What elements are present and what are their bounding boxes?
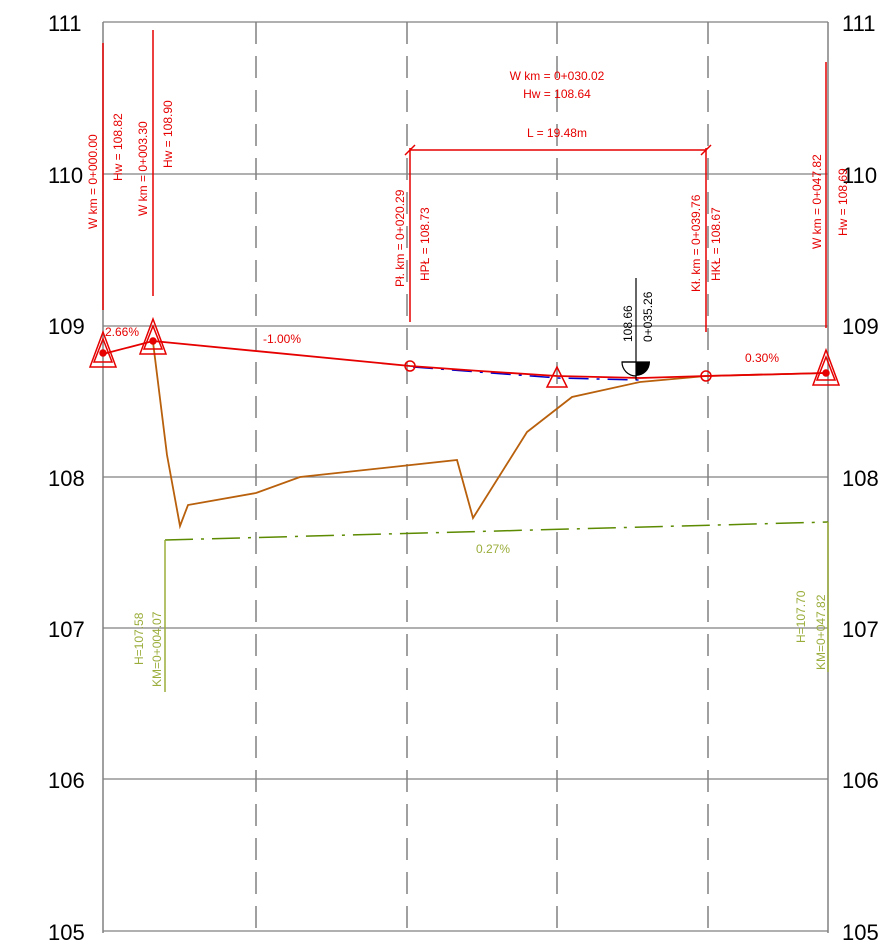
y-tick-105-left: 105 bbox=[48, 920, 85, 945]
low-point-h: 108.66 bbox=[621, 305, 635, 342]
curve-end-point bbox=[700, 370, 712, 382]
vertex-triangle-1 bbox=[88, 329, 118, 368]
y-tick-109-right: 109 bbox=[842, 314, 879, 339]
curve-labels: W km = 0+030.02 Hw = 108.64 L = 19.48m bbox=[510, 69, 605, 140]
y-tick-110-left: 110 bbox=[48, 163, 83, 188]
vertex-2-km: W km = 0+003.30 bbox=[136, 121, 150, 216]
curve-start-point bbox=[404, 360, 416, 372]
ditch-grade: 0.27% bbox=[476, 542, 510, 556]
curve-end-h: HKŁ = 108.67 bbox=[709, 207, 723, 281]
y-tick-107-left: 107 bbox=[48, 617, 85, 642]
curve-vertex-h: Hw = 108.64 bbox=[523, 87, 591, 101]
y-tick-110-right: 110 bbox=[842, 163, 877, 188]
terrain-line bbox=[152, 341, 827, 530]
grade-1: 2.66% bbox=[105, 325, 139, 339]
vertex-3-km: W km = 0+047.82 bbox=[810, 154, 824, 249]
y-tick-105-right: 105 bbox=[842, 920, 879, 945]
vertex-triangle-2 bbox=[138, 316, 168, 355]
vertical-curve-tangent bbox=[412, 366, 641, 381]
design-grade-line bbox=[102, 340, 827, 379]
ditch-end-h: H=107.70 bbox=[794, 590, 808, 643]
curve-end-km: Kł. km = 0+039.76 bbox=[689, 194, 703, 292]
grade-2: -1.00% bbox=[263, 332, 301, 346]
y-axis-right: 111 110 109 108 107 106 105 bbox=[842, 11, 879, 945]
vertex-1-h: Hw = 108.82 bbox=[111, 113, 125, 181]
grade-3: 0.30% bbox=[745, 351, 779, 365]
y-tick-109-left: 109 bbox=[48, 314, 85, 339]
curve-start-km: Pł. km = 0+020.29 bbox=[393, 189, 407, 287]
ditch-line bbox=[164, 521, 829, 541]
y-tick-108-right: 108 bbox=[842, 466, 879, 491]
low-point-km: 0+035.26 bbox=[641, 291, 655, 342]
vertex-triangle-4 bbox=[811, 347, 841, 386]
y-tick-111-left: 111 bbox=[48, 11, 81, 36]
ditch-start-h: H=107.58 bbox=[132, 612, 146, 665]
vertex-3-h: Hw = 108.69 bbox=[836, 168, 850, 236]
curve-start-h: HPŁ = 108.73 bbox=[418, 207, 432, 281]
y-tick-106-left: 106 bbox=[48, 768, 85, 793]
vertex-1-km: W km = 0+000.00 bbox=[86, 134, 100, 229]
low-point-marker bbox=[621, 278, 650, 380]
curve-vertex-km: W km = 0+030.02 bbox=[510, 69, 605, 83]
y-tick-108-left: 108 bbox=[48, 466, 85, 491]
y-axis-left: 111 110 109 108 107 106 105 bbox=[48, 11, 85, 945]
vertex-markers bbox=[102, 30, 827, 332]
y-tick-106-right: 106 bbox=[842, 768, 879, 793]
vertex-triangle-3 bbox=[545, 365, 569, 388]
ditch-start-km: KM=0+004.07 bbox=[150, 611, 164, 687]
vertex-labels: W km = 0+000.00 Hw = 108.82 W km = 0+003… bbox=[86, 100, 850, 292]
ditch-end-km: KM=0+047.82 bbox=[814, 594, 828, 670]
vertex-2-h: Hw = 108.90 bbox=[161, 100, 175, 168]
y-tick-107-right: 107 bbox=[842, 617, 879, 642]
y-tick-111-right: 111 bbox=[842, 11, 875, 36]
grid bbox=[102, 21, 829, 933]
curve-length: L = 19.48m bbox=[527, 126, 587, 140]
